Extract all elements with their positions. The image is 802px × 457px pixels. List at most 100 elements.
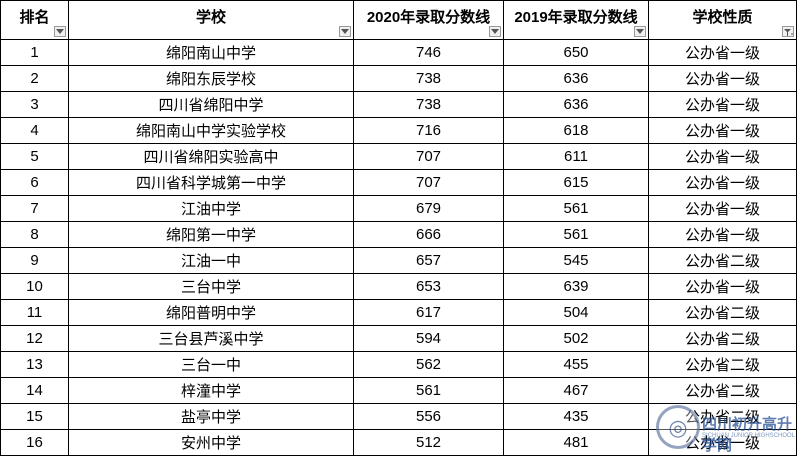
score-2019-cell[interactable]: 561: [503, 195, 649, 222]
score-2019-cell[interactable]: 561: [503, 221, 649, 248]
filter-dropdown-button[interactable]: [54, 26, 66, 37]
score-2020-cell[interactable]: 562: [353, 351, 504, 378]
score-2019-cell[interactable]: 650: [503, 39, 649, 66]
rank-cell[interactable]: 6: [0, 169, 69, 196]
score-2019-cell[interactable]: 636: [503, 65, 649, 92]
score-2020-cell[interactable]: 707: [353, 143, 504, 170]
rank-cell[interactable]: 12: [0, 325, 69, 352]
rank-cell[interactable]: 15: [0, 403, 69, 430]
dropdown-arrow-icon: [636, 29, 644, 34]
table-row: 16 安州中学 512 481 公办省一级: [0, 429, 797, 456]
score-2019-cell[interactable]: 481: [503, 429, 649, 456]
school-type-cell[interactable]: 公办省二级: [648, 351, 797, 378]
school-cell[interactable]: 三台中学: [68, 273, 354, 300]
school-cell[interactable]: 三台县芦溪中学: [68, 325, 354, 352]
score-2019-cell[interactable]: 615: [503, 169, 649, 196]
school-type-cell[interactable]: 公办省二级: [648, 377, 797, 404]
score-2020-cell[interactable]: 738: [353, 91, 504, 118]
school-cell[interactable]: 江油中学: [68, 195, 354, 222]
school-type-cell[interactable]: 公办省一级: [648, 65, 797, 92]
rank-cell[interactable]: 3: [0, 91, 69, 118]
school-cell[interactable]: 四川省绵阳实验高中: [68, 143, 354, 170]
score-2019-cell[interactable]: 502: [503, 325, 649, 352]
school-type-cell[interactable]: 公办省二级: [648, 299, 797, 326]
filter-dropdown-button[interactable]: [339, 26, 351, 37]
school-type-cell[interactable]: 公办省一级: [648, 117, 797, 144]
score-2020-cell[interactable]: 556: [353, 403, 504, 430]
filter-active-button[interactable]: [782, 26, 794, 37]
school-type-cell[interactable]: 公办省一级: [648, 221, 797, 248]
school-cell[interactable]: 绵阳南山中学实验学校: [68, 117, 354, 144]
header-score-2020-label: 2020年录取分数线: [366, 8, 491, 26]
table-row: 9 江油一中 657 545 公办省二级: [0, 247, 797, 274]
rank-cell[interactable]: 13: [0, 351, 69, 378]
score-2019-cell[interactable]: 467: [503, 377, 649, 404]
score-2020-cell[interactable]: 738: [353, 65, 504, 92]
score-2020-cell[interactable]: 746: [353, 39, 504, 66]
score-2020-cell[interactable]: 653: [353, 273, 504, 300]
table-row: 7 江油中学 679 561 公办省一级: [0, 195, 797, 222]
rank-cell[interactable]: 10: [0, 273, 69, 300]
score-2019-cell[interactable]: 636: [503, 91, 649, 118]
rank-cell[interactable]: 7: [0, 195, 69, 222]
score-2020-cell[interactable]: 561: [353, 377, 504, 404]
rank-cell[interactable]: 9: [0, 247, 69, 274]
filter-dropdown-button[interactable]: [634, 26, 646, 37]
school-cell[interactable]: 绵阳普明中学: [68, 299, 354, 326]
header-school-type-label: 学校性质: [692, 8, 753, 26]
score-2020-cell[interactable]: 716: [353, 117, 504, 144]
rank-cell[interactable]: 14: [0, 377, 69, 404]
school-type-cell[interactable]: 公办省一级: [648, 143, 797, 170]
score-2019-cell[interactable]: 435: [503, 403, 649, 430]
score-2020-cell[interactable]: 679: [353, 195, 504, 222]
score-2019-cell[interactable]: 504: [503, 299, 649, 326]
score-2020-cell[interactable]: 657: [353, 247, 504, 274]
school-cell[interactable]: 盐亭中学: [68, 403, 354, 430]
score-2019-cell[interactable]: 455: [503, 351, 649, 378]
rank-cell[interactable]: 1: [0, 39, 69, 66]
school-cell[interactable]: 绵阳南山中学: [68, 39, 354, 66]
table-row: 6 四川省科学城第一中学 707 615 公办省一级: [0, 169, 797, 196]
school-cell[interactable]: 三台一中: [68, 351, 354, 378]
score-2019-cell[interactable]: 611: [503, 143, 649, 170]
score-2019-cell[interactable]: 639: [503, 273, 649, 300]
school-cell[interactable]: 绵阳第一中学: [68, 221, 354, 248]
filter-funnel-icon: [784, 29, 793, 36]
score-2020-cell[interactable]: 707: [353, 169, 504, 196]
rank-cell[interactable]: 11: [0, 299, 69, 326]
rank-cell[interactable]: 8: [0, 221, 69, 248]
table-row: 4 绵阳南山中学实验学校 716 618 公办省一级: [0, 117, 797, 144]
rank-cell[interactable]: 4: [0, 117, 69, 144]
school-type-cell[interactable]: 公办省一级: [648, 91, 797, 118]
table-row: 8 绵阳第一中学 666 561 公办省一级: [0, 221, 797, 248]
school-cell[interactable]: 绵阳东辰学校: [68, 65, 354, 92]
header-row: 排名 学校 2020年录取分数线 2019年录取分数线: [0, 0, 797, 40]
school-type-cell[interactable]: 公办省二级: [648, 247, 797, 274]
school-cell[interactable]: 安州中学: [68, 429, 354, 456]
score-2020-cell[interactable]: 594: [353, 325, 504, 352]
header-score-2020: 2020年录取分数线: [353, 0, 504, 40]
score-2020-cell[interactable]: 617: [353, 299, 504, 326]
school-cell[interactable]: 江油一中: [68, 247, 354, 274]
school-type-cell[interactable]: 公办省二级: [648, 403, 797, 430]
school-type-cell[interactable]: 公办省一级: [648, 195, 797, 222]
score-2020-cell[interactable]: 512: [353, 429, 504, 456]
table-row: 15 盐亭中学 556 435 公办省二级: [0, 403, 797, 430]
school-type-cell[interactable]: 公办省二级: [648, 325, 797, 352]
score-2020-cell[interactable]: 666: [353, 221, 504, 248]
filter-dropdown-button[interactable]: [489, 26, 501, 37]
school-type-cell[interactable]: 公办省一级: [648, 169, 797, 196]
school-type-cell[interactable]: 公办省一级: [648, 273, 797, 300]
school-type-cell[interactable]: 公办省一级: [648, 39, 797, 66]
school-cell[interactable]: 四川省绵阳中学: [68, 91, 354, 118]
rank-cell[interactable]: 5: [0, 143, 69, 170]
school-cell[interactable]: 梓潼中学: [68, 377, 354, 404]
score-2019-cell[interactable]: 618: [503, 117, 649, 144]
rank-cell[interactable]: 16: [0, 429, 69, 456]
score-2019-cell[interactable]: 545: [503, 247, 649, 274]
school-type-cell[interactable]: 公办省一级: [648, 429, 797, 456]
table-row: 14 梓潼中学 561 467 公办省二级: [0, 377, 797, 404]
school-cell[interactable]: 四川省科学城第一中学: [68, 169, 354, 196]
rank-cell[interactable]: 2: [0, 65, 69, 92]
